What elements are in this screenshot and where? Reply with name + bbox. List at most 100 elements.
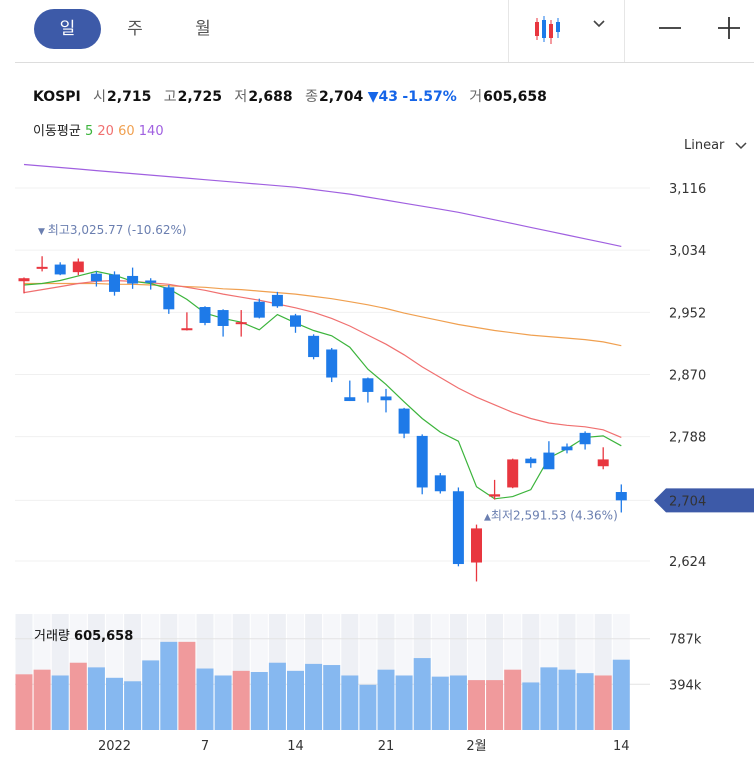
volume-tick-label: 787k: [669, 633, 702, 648]
toolbar-divider: [624, 0, 625, 62]
plus-icon: [718, 17, 740, 39]
volume-bar: [305, 663, 323, 730]
candle-body: [145, 280, 157, 283]
x-tick-label: 2022: [98, 739, 131, 754]
candle-body: [235, 322, 247, 325]
candle-body: [452, 491, 464, 565]
volume-bar: [33, 669, 51, 730]
volume-bar: [250, 672, 268, 730]
candle-body: [615, 492, 627, 501]
scale-selector[interactable]: Linear: [684, 138, 749, 153]
high-marker: ▼ 최고3,025.77 (-10.62%): [38, 223, 187, 237]
candle-body: [507, 459, 519, 488]
low-marker: ▲최저2,591.53 (4.36%): [484, 509, 618, 523]
volume-bar: [359, 684, 377, 730]
ma140-line: [23, 163, 622, 247]
ma-20-label: 20: [97, 124, 114, 139]
price-tick-label: 2,952: [669, 306, 706, 321]
volume-label: 거: [469, 89, 483, 105]
candle-body: [271, 294, 283, 307]
low-value: 2,688: [248, 89, 293, 105]
tab-monthly[interactable]: 월: [195, 19, 211, 39]
tab-daily[interactable]: 일: [34, 9, 101, 49]
volume-bar: [69, 662, 87, 730]
ma60-line: [24, 282, 622, 347]
candle-body: [380, 396, 392, 401]
candle-body: [54, 264, 66, 275]
candle-body: [398, 408, 410, 434]
candle-body: [290, 315, 301, 327]
price-tick-label: 3,116: [669, 182, 706, 197]
scale-label: Linear: [684, 138, 725, 153]
toolbar-divider: [508, 0, 509, 62]
x-tick-label: 7: [201, 739, 209, 754]
symbol-name: KOSPI: [33, 89, 81, 105]
candle-body: [18, 278, 30, 282]
volume-bar: [178, 641, 196, 730]
candle-body: [434, 475, 446, 492]
last-price-label: 2,704: [669, 494, 706, 509]
high-label: 고: [163, 89, 177, 105]
candle-body: [561, 446, 573, 451]
zoom-in-button[interactable]: [704, 10, 754, 50]
volume-value: 605,658: [483, 89, 547, 105]
ma-60-label: 60: [118, 124, 135, 139]
quote-summary: KOSPI 시2,715 고2,725 저2,688 종2,704 ▼43 -1…: [33, 86, 547, 106]
candle-body: [36, 266, 48, 269]
volume-bar: [214, 675, 232, 730]
zoom-out-button[interactable]: [645, 10, 695, 50]
change-value: ▼43: [367, 89, 398, 105]
x-tick-label: 21: [378, 739, 395, 754]
candle-body: [597, 459, 609, 467]
chart-type-dropdown[interactable]: [580, 10, 616, 50]
volume-bar: [377, 669, 395, 730]
volume-bar: [522, 682, 540, 730]
ma-5-label: 5: [84, 124, 94, 139]
volume-bar: [468, 680, 485, 730]
volume-bar: [142, 660, 160, 730]
top-toolbar: 일 주 월: [0, 0, 754, 62]
volume-bar: [341, 675, 359, 730]
volume-bar: [232, 670, 250, 730]
candle-body: [362, 378, 374, 392]
price-tick-label: 2,870: [669, 369, 706, 384]
volume-bar: [449, 675, 467, 730]
volume-bar: [287, 670, 304, 730]
candle-body: [181, 328, 193, 331]
candle-body: [525, 458, 537, 464]
volume-panel-title: 거래량 605,658: [34, 625, 133, 644]
tab-weekly[interactable]: 주: [127, 19, 143, 39]
candle-body: [127, 275, 139, 284]
chart-type-button[interactable]: [525, 10, 575, 50]
close-value: 2,704: [318, 89, 364, 105]
toolbar-border: [15, 62, 754, 63]
chevron-down-icon: [593, 20, 605, 28]
candle-body: [217, 310, 229, 326]
high-value: 2,725: [177, 89, 222, 105]
x-tick-label: 2월: [466, 739, 486, 754]
volume-bar: [196, 668, 214, 730]
candle-body: [72, 261, 84, 273]
x-tick-label: 14: [613, 739, 630, 754]
volume-panel-label: 거래량: [34, 629, 70, 644]
volume-bar: [612, 659, 630, 730]
close-label: 종: [305, 89, 318, 105]
volume-bar: [106, 677, 123, 730]
candle-body: [579, 432, 591, 445]
volume-bar: [51, 675, 69, 730]
change-percent: -1.57%: [402, 89, 457, 105]
volume-bar: [15, 674, 33, 730]
moving-average-legend: 이동평균 5 20 60 140: [33, 120, 164, 139]
open-value: 2,715: [107, 89, 152, 105]
volume-bar: [558, 669, 576, 730]
candle-body: [471, 528, 482, 563]
ma-label: 이동평균: [33, 124, 81, 139]
volume-panel-value: 605,658: [74, 629, 134, 644]
candle-body: [344, 397, 356, 402]
ma5-line: [23, 270, 622, 500]
volume-bar: [323, 665, 341, 730]
price-tick-label: 3,034: [669, 244, 706, 259]
open-label: 시: [93, 89, 107, 105]
x-tick-label: 14: [287, 739, 304, 754]
